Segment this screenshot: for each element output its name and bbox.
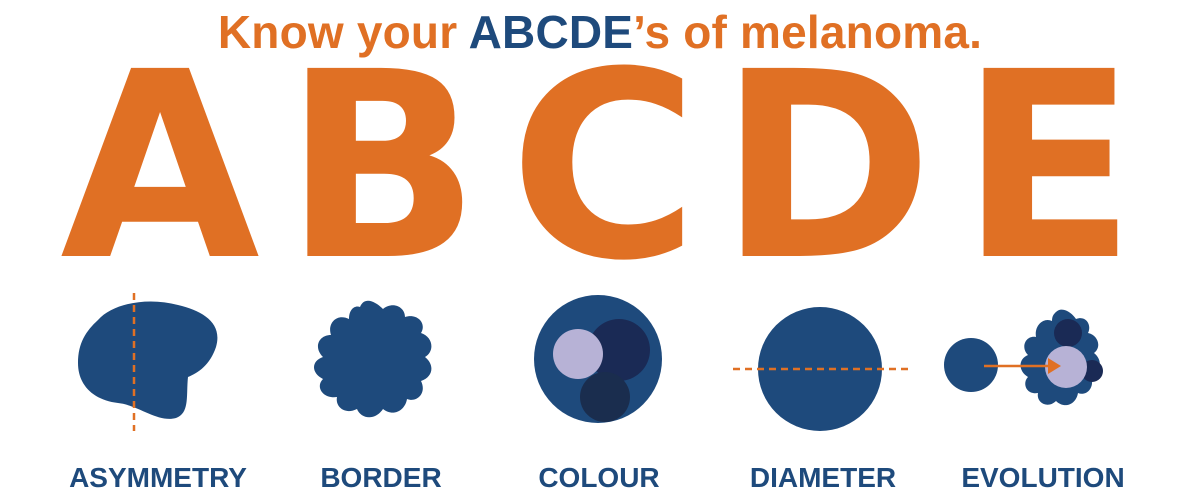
label-diameter: DIAMETER [749,462,897,493]
colour-icon [486,285,706,435]
diameter-icon [713,285,933,435]
asymmetry-icon [38,285,258,435]
headline-part-1: Know your [217,6,469,58]
label-row: ASYMMETRY BORDER COLOUR DIAMETER EVOLUTI… [0,455,1200,500]
label-colour: COLOUR [538,462,660,493]
headline-part-2: ABCDE [468,6,634,58]
label-asymmetry: ASYMMETRY [69,462,247,493]
label-border: BORDER [320,462,442,493]
evolution-icon [930,285,1150,435]
label-evolution: EVOLUTION [961,462,1125,493]
icon-row [0,285,1200,435]
abcde-letters: A B C D E [0,17,1200,317]
letter-b: B [283,17,481,317]
letter-e: E [959,17,1137,317]
headline: Know your ABCDE’s of melanoma. [0,2,1200,62]
headline-part-3: ’s of melanoma. [633,6,983,58]
letter-d: D [718,17,934,317]
letter-a: A [60,17,260,317]
letter-c: C [509,17,699,317]
border-icon [265,285,485,435]
